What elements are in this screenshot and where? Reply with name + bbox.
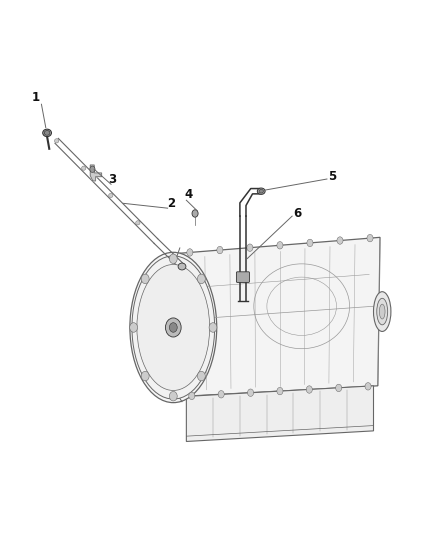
Circle shape [130, 322, 138, 332]
Circle shape [187, 249, 193, 256]
Ellipse shape [43, 129, 51, 136]
Ellipse shape [159, 302, 188, 352]
Circle shape [192, 210, 198, 217]
Ellipse shape [379, 304, 385, 319]
Ellipse shape [374, 292, 391, 332]
Circle shape [337, 237, 343, 244]
Polygon shape [186, 386, 374, 441]
Circle shape [170, 322, 177, 332]
Circle shape [277, 387, 283, 395]
Circle shape [277, 241, 283, 249]
Text: 6: 6 [293, 207, 301, 220]
Ellipse shape [178, 263, 186, 270]
Polygon shape [180, 237, 380, 397]
Circle shape [367, 235, 373, 242]
Text: 1: 1 [32, 91, 40, 104]
Ellipse shape [54, 139, 59, 143]
Circle shape [198, 372, 205, 381]
Ellipse shape [166, 314, 181, 341]
Circle shape [166, 318, 181, 337]
Circle shape [306, 386, 312, 393]
Text: 3: 3 [108, 173, 117, 185]
Circle shape [189, 392, 195, 400]
Ellipse shape [151, 288, 196, 367]
Ellipse shape [144, 276, 203, 379]
Circle shape [198, 274, 205, 284]
Ellipse shape [136, 221, 140, 225]
Ellipse shape [259, 189, 263, 193]
Ellipse shape [130, 252, 217, 402]
Polygon shape [90, 165, 102, 181]
Circle shape [209, 322, 217, 332]
Circle shape [141, 274, 149, 284]
Circle shape [336, 384, 342, 392]
Circle shape [90, 166, 95, 173]
Ellipse shape [257, 188, 265, 195]
Circle shape [218, 391, 224, 398]
Circle shape [247, 244, 253, 252]
Ellipse shape [132, 256, 215, 399]
Ellipse shape [377, 298, 388, 325]
Circle shape [217, 246, 223, 254]
FancyBboxPatch shape [237, 272, 250, 282]
Circle shape [170, 391, 177, 401]
Ellipse shape [109, 193, 113, 198]
Circle shape [141, 372, 149, 381]
Circle shape [307, 239, 313, 247]
Text: 4: 4 [184, 189, 193, 201]
Circle shape [365, 383, 371, 390]
Ellipse shape [81, 166, 86, 170]
Ellipse shape [44, 131, 50, 135]
Circle shape [170, 254, 177, 263]
Text: 5: 5 [328, 170, 336, 183]
Circle shape [247, 389, 254, 397]
Ellipse shape [137, 264, 210, 391]
Text: 2: 2 [167, 197, 175, 211]
